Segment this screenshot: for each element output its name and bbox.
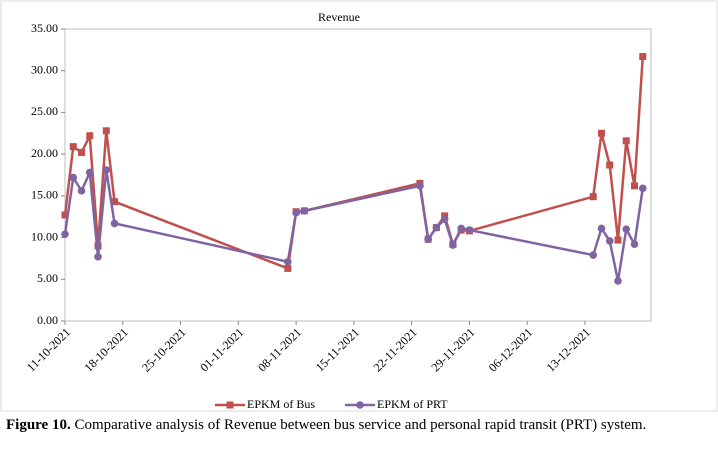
marker bbox=[622, 225, 631, 234]
legend-label: EPKM of Bus bbox=[247, 397, 315, 411]
legend-marker bbox=[356, 401, 364, 409]
x-tick-label: 15-11-2021 bbox=[313, 325, 362, 374]
marker bbox=[606, 161, 614, 169]
marker bbox=[639, 53, 647, 61]
x-tick-label: 01-11-2021 bbox=[197, 325, 246, 374]
plot-area bbox=[64, 28, 652, 322]
y-tick-label: 10.00 bbox=[31, 229, 58, 243]
marker bbox=[630, 240, 639, 249]
y-tick-label: 20.00 bbox=[31, 146, 58, 160]
marker bbox=[111, 198, 119, 206]
marker bbox=[102, 127, 110, 135]
marker bbox=[622, 137, 630, 145]
marker bbox=[284, 257, 292, 266]
x-tick-label: 22-11-2021 bbox=[371, 325, 420, 374]
marker bbox=[94, 252, 102, 261]
x-tick-label: 11-10-2021 bbox=[24, 325, 73, 374]
marker bbox=[597, 129, 605, 137]
caption: Figure 10. Comparative analysis of Reven… bbox=[6, 416, 706, 435]
marker bbox=[110, 219, 119, 228]
marker bbox=[432, 223, 441, 232]
marker bbox=[614, 277, 622, 285]
marker bbox=[630, 182, 638, 190]
marker bbox=[284, 264, 292, 272]
marker bbox=[465, 226, 474, 234]
marker bbox=[449, 241, 457, 249]
x-tick-label: 18-10-2021 bbox=[81, 325, 130, 374]
marker bbox=[61, 230, 69, 239]
x-tick-label: 29-11-2021 bbox=[428, 325, 477, 374]
y-tick-label: 5.00 bbox=[37, 271, 58, 285]
marker bbox=[589, 251, 598, 259]
marker bbox=[638, 184, 647, 193]
marker bbox=[69, 143, 77, 151]
y-tick-label: 15.00 bbox=[31, 188, 58, 202]
marker bbox=[605, 237, 614, 245]
x-tick-label: 25-10-2021 bbox=[139, 325, 188, 374]
marker bbox=[440, 215, 449, 224]
series-line bbox=[63, 167, 644, 282]
marker bbox=[597, 224, 606, 233]
x-tick-label: 13-12-2021 bbox=[544, 325, 593, 374]
y-tick-label: 35.00 bbox=[31, 21, 58, 35]
chart-title: Revenue bbox=[318, 10, 360, 24]
y-tick-label: 25.00 bbox=[31, 104, 58, 118]
caption-text: Comparative analysis of Revenue between … bbox=[74, 417, 647, 433]
y-tick-label: 0.00 bbox=[37, 313, 58, 327]
marker bbox=[424, 235, 432, 244]
marker bbox=[589, 193, 597, 201]
caption-label: Figure 10. bbox=[6, 417, 71, 433]
marker bbox=[457, 224, 465, 233]
marker bbox=[292, 208, 300, 217]
marker bbox=[86, 132, 94, 140]
y-tick-label: 30.00 bbox=[31, 62, 58, 76]
chart-frame bbox=[0, 0, 718, 412]
marker bbox=[102, 166, 111, 174]
marker bbox=[61, 211, 69, 219]
x-tick-label: 06-12-2021 bbox=[486, 325, 535, 374]
x-tick-label: 08-11-2021 bbox=[255, 325, 304, 374]
marker bbox=[614, 236, 622, 244]
marker bbox=[69, 173, 78, 182]
series-line bbox=[63, 56, 644, 271]
marker bbox=[78, 148, 86, 156]
marker bbox=[300, 207, 309, 215]
chart: Revenue 0.00 5.00 10.00 15.00 20.00 25.00 30.0… bbox=[0, 0, 718, 412]
marker bbox=[77, 187, 86, 195]
legend-label: EPKM of PRT bbox=[377, 397, 448, 411]
marker bbox=[85, 168, 94, 177]
marker bbox=[416, 182, 424, 190]
legend-marker bbox=[226, 401, 234, 409]
